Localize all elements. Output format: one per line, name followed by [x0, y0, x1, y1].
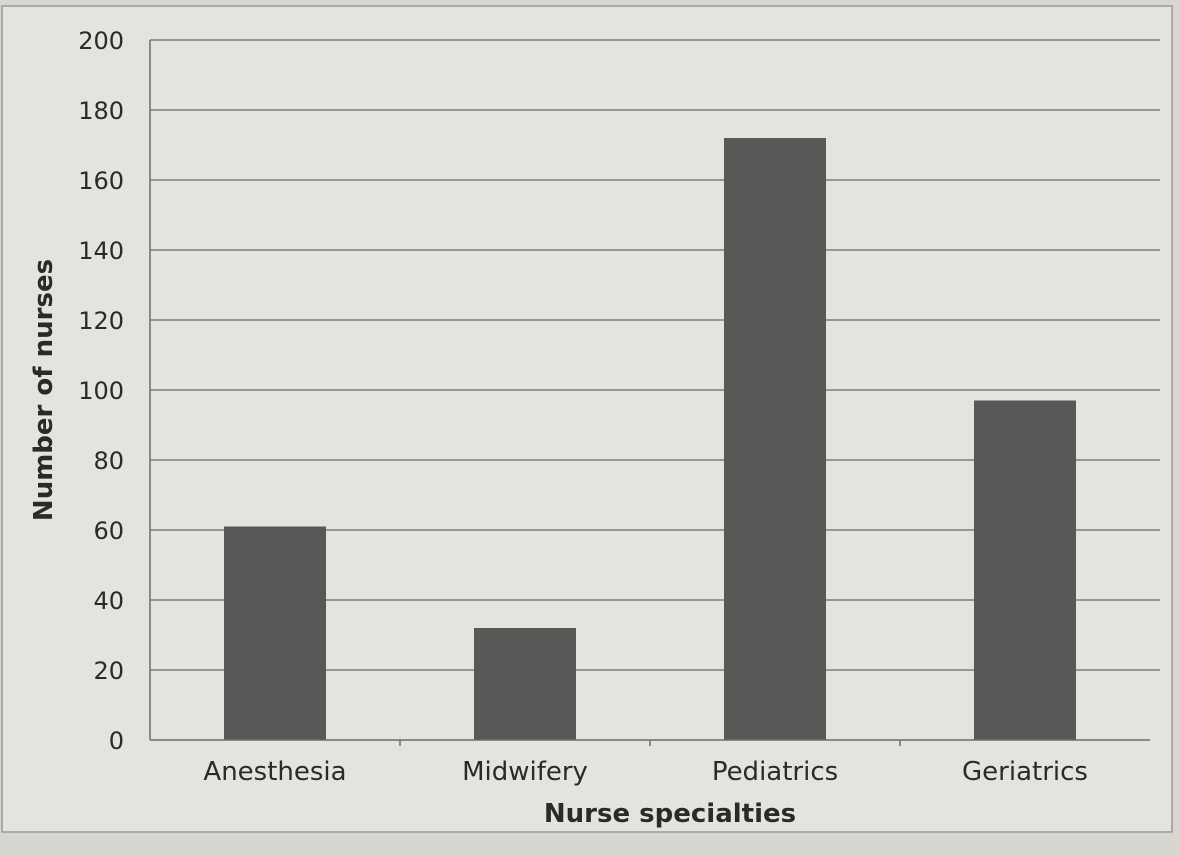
x-tick-label-geriatrics: Geriatrics [962, 757, 1088, 787]
x-tick-label-midwifery: Midwifery [462, 757, 588, 787]
bar-geriatrics [974, 400, 1076, 740]
y-tick-label: 60 [93, 517, 124, 545]
x-tick-label-anesthesia: Anesthesia [203, 757, 346, 787]
y-tick-label: 40 [93, 587, 124, 615]
y-tick-label: 140 [78, 237, 124, 265]
x-axis-title: Nurse specialties [544, 799, 796, 829]
y-tick-label: 200 [78, 27, 124, 55]
y-tick-labels: 0 20 40 60 80 100 120 140 160 180 200 [78, 27, 124, 755]
y-tick-label: 120 [78, 307, 124, 335]
bar-midwifery [474, 628, 576, 740]
x-tick-labels: Anesthesia Midwifery Pediatrics Geriatrics [203, 740, 1088, 787]
y-tick-label: 160 [78, 167, 124, 195]
y-axis-title: Number of nurses [29, 259, 59, 521]
x-tick-label-pediatrics: Pediatrics [712, 757, 838, 787]
bars [224, 138, 1076, 740]
bar-anesthesia [224, 526, 326, 740]
y-tick-label: 180 [78, 97, 124, 125]
bar-pediatrics [724, 138, 826, 740]
y-tick-label: 0 [109, 727, 124, 755]
y-tick-label: 80 [93, 447, 124, 475]
y-tick-label: 20 [93, 657, 124, 685]
y-tick-label: 100 [78, 377, 124, 405]
